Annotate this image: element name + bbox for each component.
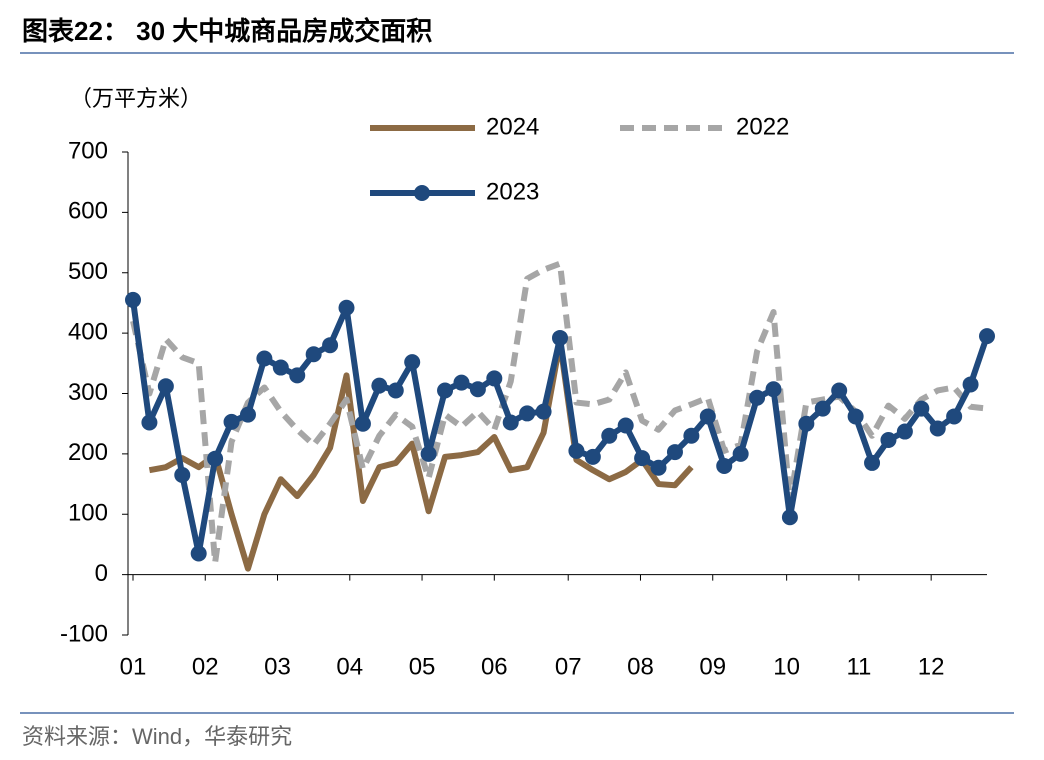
- series-line: [148, 339, 694, 572]
- point: [469, 381, 486, 398]
- point: [157, 378, 174, 395]
- source: 资料来源：Wind，华泰研究: [22, 724, 292, 749]
- point: [322, 337, 339, 354]
- x-tick-label: 06: [481, 653, 508, 680]
- point: [896, 423, 913, 440]
- point: [913, 400, 930, 417]
- y-tick-label: 100: [68, 500, 108, 527]
- x-tick-label: 11: [846, 653, 871, 680]
- point: [519, 405, 536, 422]
- point: [617, 417, 634, 434]
- point: [256, 350, 273, 367]
- point: [979, 328, 995, 345]
- y-tick-label: 600: [68, 198, 108, 225]
- point: [141, 414, 158, 431]
- point: [437, 382, 454, 399]
- legend-marker: [414, 185, 430, 201]
- x-tick-label: 08: [627, 653, 654, 680]
- point: [207, 450, 224, 467]
- y-tick-label: 400: [68, 318, 108, 345]
- point: [174, 467, 191, 484]
- point: [929, 420, 946, 437]
- y-tick-label: 200: [68, 439, 108, 466]
- x-tick-label: 04: [336, 653, 363, 680]
- y-tick-label: 300: [68, 379, 108, 406]
- point: [305, 346, 322, 363]
- legend-label: 2024: [486, 113, 539, 140]
- chart-title: 图表22： 30 大中城商品房成交面积: [22, 16, 432, 46]
- x-tick-label: 07: [555, 653, 582, 680]
- point: [125, 291, 141, 308]
- point: [732, 445, 749, 462]
- point: [962, 376, 979, 393]
- y-tick-label: -100: [60, 620, 108, 647]
- point: [338, 299, 355, 316]
- point: [239, 406, 256, 423]
- point: [486, 370, 503, 387]
- point: [387, 382, 404, 399]
- x-tick-label: 02: [192, 653, 219, 680]
- point: [650, 459, 667, 476]
- point: [798, 415, 815, 432]
- point: [535, 403, 552, 420]
- point: [781, 509, 798, 526]
- point: [946, 408, 963, 425]
- x-tick-label: 01: [120, 653, 147, 680]
- x-tick-label: 05: [409, 653, 436, 680]
- point: [634, 450, 651, 467]
- point: [749, 389, 766, 406]
- point: [404, 354, 421, 371]
- point: [420, 445, 437, 462]
- point: [584, 448, 601, 465]
- point: [864, 454, 881, 471]
- point: [765, 381, 782, 398]
- point: [502, 414, 519, 431]
- point: [552, 329, 568, 346]
- point: [716, 457, 733, 474]
- legend-label: 2023: [486, 178, 539, 205]
- point: [568, 442, 585, 459]
- y-axis-label: （万平方米）: [70, 86, 202, 111]
- point: [453, 374, 470, 391]
- y-tick-label: 500: [68, 258, 108, 285]
- point: [601, 427, 618, 444]
- point: [880, 431, 897, 448]
- point: [190, 545, 207, 562]
- x-tick-label: 12: [918, 653, 945, 680]
- point: [223, 413, 240, 430]
- point: [683, 427, 700, 444]
- point: [371, 377, 388, 394]
- point: [289, 367, 306, 384]
- y-tick-label: 700: [68, 137, 108, 164]
- legend-label: 2022: [736, 113, 789, 140]
- x-tick-label: 10: [773, 653, 800, 680]
- point: [847, 408, 864, 425]
- y-tick-label: 0: [95, 560, 108, 587]
- point: [666, 444, 683, 461]
- point: [814, 400, 831, 417]
- point: [831, 382, 848, 399]
- point: [699, 408, 716, 425]
- x-tick-label: 09: [699, 653, 726, 680]
- point: [272, 359, 289, 376]
- x-tick-label: 03: [264, 653, 291, 680]
- point: [354, 415, 371, 432]
